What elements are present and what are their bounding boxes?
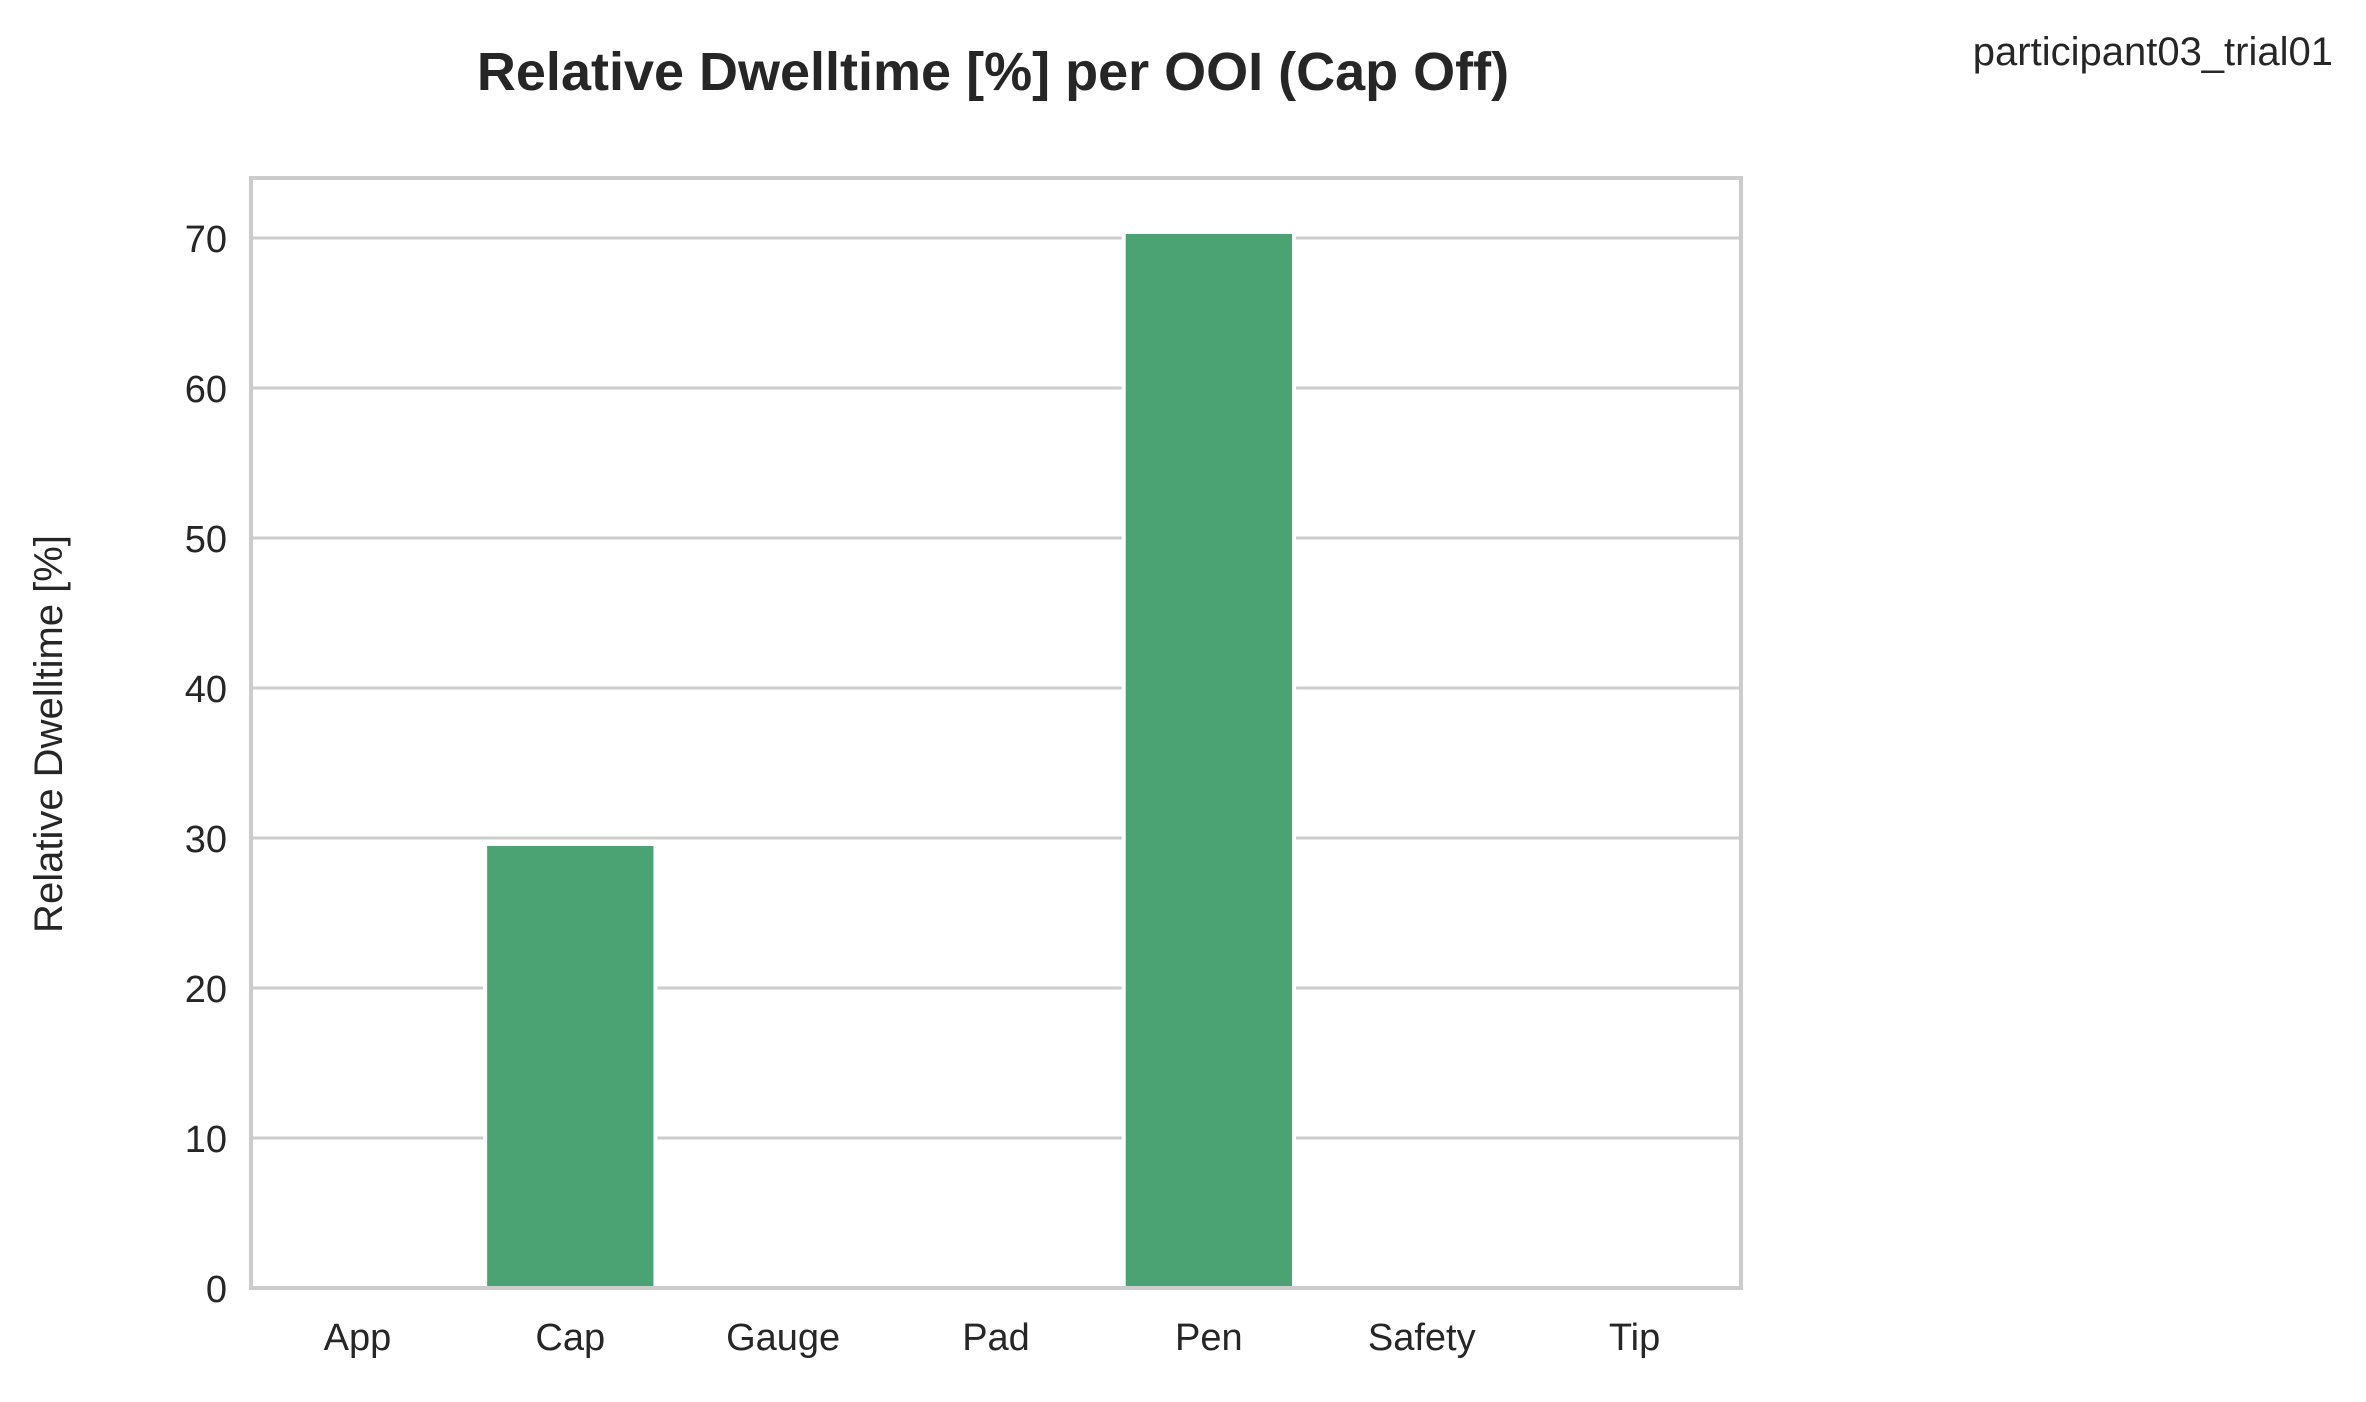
x-tick-label-gauge: Gauge	[726, 1317, 840, 1359]
y-tick-label: 20	[185, 969, 227, 1011]
x-tick-label-pen: Pen	[1175, 1317, 1243, 1359]
x-tick-label-tip: Tip	[1609, 1317, 1660, 1359]
y-tick-label: 0	[206, 1269, 227, 1311]
y-tick-labels: 0 10 20 30 40 50 60 70	[185, 219, 227, 1311]
plot-frame	[249, 176, 1743, 1290]
x-tick-label-app: App	[324, 1317, 392, 1359]
chart-title: Relative Dwelltime [%] per OOI (Cap Off)	[477, 42, 1509, 102]
x-tick-label-cap: Cap	[535, 1317, 605, 1359]
y-tick-label: 50	[185, 519, 227, 561]
bar-pen	[1121, 230, 1296, 1290]
x-tick-label-safety: Safety	[1368, 1317, 1476, 1359]
x-tick-labels: App Cap Gauge Pad Pen Safety Tip	[324, 1317, 1661, 1359]
y-tick-label: 10	[185, 1119, 227, 1161]
y-tick-label: 30	[185, 819, 227, 861]
bars	[483, 230, 1296, 1290]
x-tick-label-pad: Pad	[962, 1317, 1030, 1359]
chart-subtitle: participant03_trial01	[1973, 30, 2333, 74]
y-tick-label: 60	[185, 369, 227, 411]
bar-cap	[483, 842, 658, 1290]
y-tick-label: 40	[185, 669, 227, 711]
y-axis-label: Relative Dwelltime [%]	[27, 535, 71, 933]
y-tick-label: 70	[185, 219, 227, 261]
